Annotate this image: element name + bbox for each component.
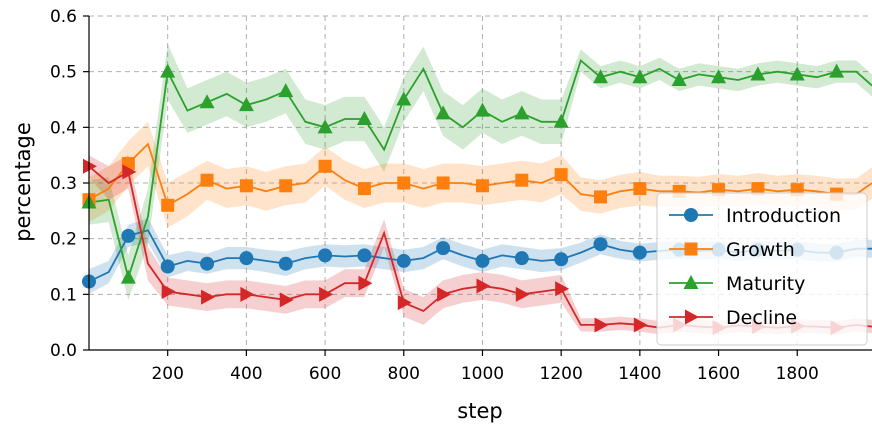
marker-decline	[476, 278, 491, 294]
marker-maturity	[317, 119, 333, 134]
marker-introduction	[593, 237, 608, 252]
legend-marker-maturity	[683, 275, 699, 289]
marker-growth	[357, 182, 371, 196]
marker-growth	[594, 190, 608, 204]
marker-maturity	[474, 102, 490, 117]
x-tick-label: 1800	[776, 364, 819, 384]
legend-marker-decline	[685, 309, 699, 325]
marker-maturity	[750, 66, 766, 81]
x-tick-label: 1400	[618, 364, 661, 384]
marker-introduction	[278, 256, 293, 271]
x-axis-label: step	[457, 399, 502, 423]
marker-decline	[397, 295, 412, 311]
marker-introduction	[554, 252, 569, 267]
marker-introduction	[514, 251, 529, 266]
marker-growth	[397, 176, 411, 190]
legend-marker-introduction	[684, 208, 698, 222]
marker-maturity	[356, 110, 372, 125]
marker-growth	[436, 176, 450, 190]
marker-growth	[318, 159, 332, 173]
y-tick-label: 0.1	[50, 285, 77, 305]
marker-introduction	[160, 259, 175, 274]
legend-label-introduction: Introduction	[726, 205, 841, 227]
marker-decline	[515, 286, 530, 302]
x-tick-label: 400	[230, 364, 262, 384]
marker-growth	[200, 173, 214, 187]
y-tick-label: 0.4	[50, 118, 77, 138]
band-maturity	[89, 43, 872, 300]
marker-decline	[319, 286, 334, 302]
y-tick-label: 0.3	[50, 174, 77, 194]
tick-labels: 200 400 600 800 1000 1200 1400 1600 1800 0.0 0.1 0.…	[50, 7, 819, 384]
marker-maturity	[711, 69, 727, 84]
marker-maturity	[593, 69, 609, 84]
marker-maturity	[278, 83, 294, 98]
x-tick-label: 1200	[540, 364, 583, 384]
marker-maturity	[396, 91, 412, 106]
marker-introduction	[396, 253, 411, 268]
marker-maturity	[514, 105, 530, 120]
axes	[83, 15, 872, 356]
marker-decline	[122, 164, 137, 180]
marker-introduction	[121, 228, 136, 243]
marker-growth	[279, 179, 293, 193]
y-tick-label: 0.5	[50, 63, 77, 83]
marker-growth	[161, 198, 175, 212]
marker-maturity	[671, 72, 687, 87]
marker-introduction	[318, 248, 333, 263]
marker-maturity	[238, 97, 254, 112]
marker-introduction	[436, 241, 451, 256]
marker-introduction	[357, 248, 372, 263]
y-tick-label: 0.2	[50, 230, 77, 250]
marker-introduction	[239, 251, 254, 266]
marker-maturity	[160, 63, 176, 78]
legend-marker-growth	[684, 242, 698, 256]
marker-maturity	[829, 63, 845, 78]
marker-maturity	[120, 269, 136, 284]
marker-introduction	[475, 253, 490, 268]
marker-growth	[515, 173, 529, 187]
marker-introduction	[200, 256, 215, 271]
x-tick-label: 1600	[697, 364, 740, 384]
marker-decline	[437, 286, 452, 302]
marker-decline	[83, 158, 97, 174]
x-tick-label: 200	[151, 364, 183, 384]
legend-label-growth: Growth	[726, 239, 795, 261]
marker-maturity	[632, 69, 648, 84]
legend-label-maturity: Maturity	[726, 273, 805, 295]
marker-decline	[555, 281, 570, 297]
x-tick-label: 1000	[461, 364, 504, 384]
marker-maturity	[199, 94, 215, 109]
marker-decline	[594, 317, 609, 333]
marker-decline	[161, 284, 176, 300]
legend-label-decline: Decline	[726, 307, 797, 329]
marker-decline	[358, 275, 373, 291]
marker-decline	[240, 286, 255, 302]
band-decline	[89, 155, 872, 335]
marker-maturity	[435, 105, 451, 120]
marker-introduction	[632, 245, 647, 260]
marker-growth	[554, 168, 568, 182]
y-tick-label: 0.6	[50, 7, 77, 27]
x-tick-label: 800	[388, 364, 420, 384]
marker-growth	[751, 182, 765, 196]
marker-maturity	[553, 113, 569, 128]
marker-growth	[475, 179, 489, 193]
legend-box	[656, 192, 868, 346]
marker-growth	[239, 179, 253, 193]
marker-decline	[201, 289, 216, 305]
marker-growth	[633, 182, 647, 196]
marker-decline	[633, 317, 648, 333]
legend: Introduction Growth Maturity Decline	[656, 192, 868, 346]
marker-decline	[279, 292, 294, 308]
y-tick-label: 0.0	[50, 341, 77, 361]
y-axis-label: percentage	[11, 122, 35, 242]
marker-maturity	[789, 66, 805, 81]
x-tick-label: 600	[309, 364, 341, 384]
